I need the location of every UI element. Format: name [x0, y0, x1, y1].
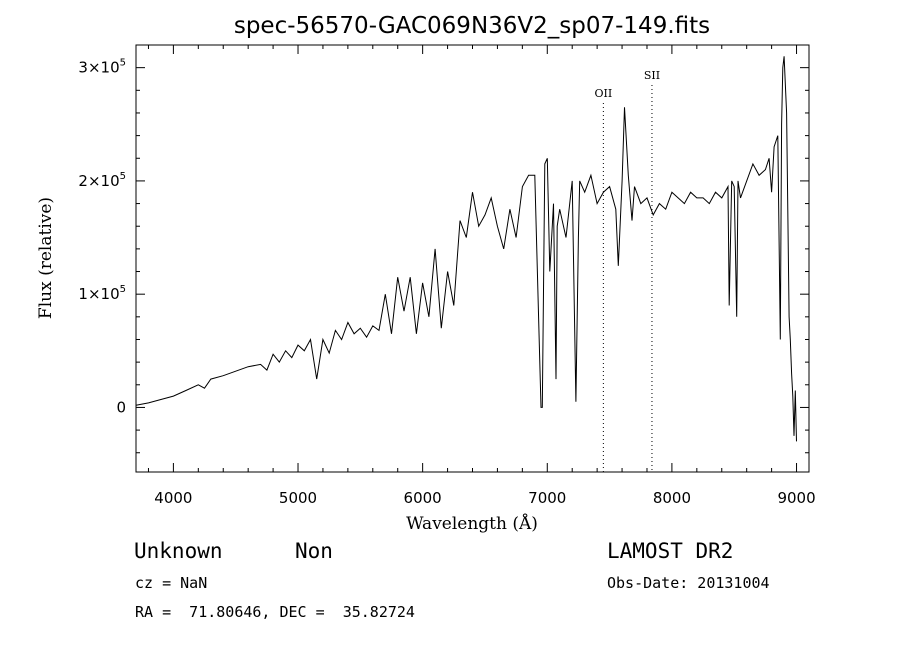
y-tick-label: 3×105: [78, 58, 126, 77]
x-axis-label: Wavelength (Å): [406, 513, 538, 534]
observation-date: Obs-Date: 20131004: [607, 574, 770, 592]
spectrum-chart: spec-56570-GAC069N36V2_sp07-149.fits OII…: [36, 13, 816, 534]
object-subclass: Non: [295, 539, 333, 563]
y-tick-label-base: 2×10: [78, 172, 119, 190]
y-tick-label-exponent: 5: [120, 284, 126, 295]
y-axis-label: Flux (relative): [36, 197, 56, 319]
y-tick-label-base: 1×10: [78, 285, 119, 303]
y-tick-label-base: 3×10: [78, 59, 119, 77]
line-marker-label: OII: [595, 87, 613, 100]
y-tick-label: 1×105: [78, 284, 126, 303]
redshift-cz: cz = NaN: [135, 574, 208, 592]
survey-name: LAMOST DR2: [607, 539, 734, 563]
object-class: Unknown: [134, 539, 223, 563]
x-tick-label: 8000: [653, 489, 691, 507]
y-tick-label-exponent: 5: [120, 58, 126, 69]
y-tick-label: 2×105: [78, 171, 126, 190]
x-tick-label: 4000: [154, 489, 192, 507]
x-tick-label: 5000: [279, 489, 317, 507]
line-markers: OII SII: [595, 69, 660, 472]
ra-dec-coordinates: RA = 71.80646, DEC = 35.82724: [135, 603, 415, 621]
x-axis-ticks: 4000 5000 6000 7000 8000 9000: [147, 45, 816, 507]
x-tick-label: 6000: [404, 489, 442, 507]
chart-title: spec-56570-GAC069N36V2_sp07-149.fits: [234, 13, 710, 39]
y-tick-label: 0: [116, 398, 126, 416]
x-tick-label: 7000: [528, 489, 566, 507]
line-marker-label: SII: [644, 69, 660, 82]
plot-frame: [135, 44, 810, 473]
spectrum-line: [135, 56, 797, 442]
y-tick-label-exponent: 5: [120, 171, 126, 182]
y-tick-label-base: 0: [116, 398, 126, 416]
x-tick-label: 9000: [777, 489, 815, 507]
